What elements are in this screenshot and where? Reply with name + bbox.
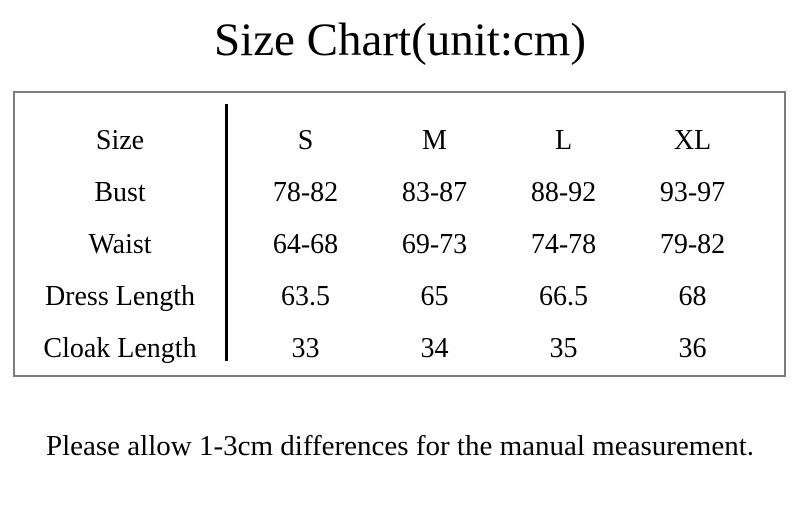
table-cell: 64-68 bbox=[272, 229, 339, 260]
table-rows: Size S M L XL Bust 78-82 83-87 88-92 93-… bbox=[15, 115, 784, 375]
table-cell: 68 bbox=[678, 281, 707, 312]
table-row-waist: Waist 64-68 69-73 74-78 79-82 bbox=[15, 219, 784, 271]
table-cell: 88-92 bbox=[530, 177, 597, 208]
table-cell: 74-78 bbox=[530, 229, 597, 260]
row-values: 33 34 35 36 bbox=[225, 323, 784, 375]
row-label: Cloak Length bbox=[43, 333, 197, 364]
row-label: Waist bbox=[88, 229, 152, 260]
table-cell: 63.5 bbox=[281, 281, 330, 312]
header-label-size: Size bbox=[95, 125, 145, 156]
table-cell: 83-87 bbox=[401, 177, 468, 208]
header-cell-s: S bbox=[297, 125, 314, 156]
table-row-bust: Bust 78-82 83-87 88-92 93-97 bbox=[15, 167, 784, 219]
header-cell-xl: XL bbox=[673, 125, 712, 156]
column-divider-line bbox=[225, 104, 228, 361]
table-cell: 93-97 bbox=[659, 177, 726, 208]
row-values: 63.5 65 66.5 68 bbox=[225, 271, 784, 323]
table-cell: 79-82 bbox=[659, 229, 726, 260]
table-cell: 69-73 bbox=[401, 229, 468, 260]
table-row-cloak-length: Cloak Length 33 34 35 36 bbox=[15, 323, 784, 375]
table-cell: 78-82 bbox=[272, 177, 339, 208]
table-cell: 35 bbox=[549, 333, 578, 364]
table-cell: 33 bbox=[291, 333, 320, 364]
measurement-disclaimer: Please allow 1-3cm differences for the m… bbox=[45, 430, 755, 462]
header-values: S M L XL bbox=[225, 115, 784, 167]
header-cell-l: L bbox=[554, 125, 573, 156]
table-header-row: Size S M L XL bbox=[15, 115, 784, 167]
page-title: Size Chart(unit:cm) bbox=[214, 14, 586, 66]
row-label: Bust bbox=[94, 177, 146, 208]
row-label: Dress Length bbox=[44, 281, 196, 312]
table-cell: 65 bbox=[420, 281, 449, 312]
row-values: 78-82 83-87 88-92 93-97 bbox=[225, 167, 784, 219]
table-row-dress-length: Dress Length 63.5 65 66.5 68 bbox=[15, 271, 784, 323]
header-cell-m: M bbox=[422, 125, 447, 156]
table-cell: 36 bbox=[678, 333, 707, 364]
size-chart-table: Size S M L XL Bust 78-82 83-87 88-92 93-… bbox=[13, 91, 786, 377]
row-values: 64-68 69-73 74-78 79-82 bbox=[225, 219, 784, 271]
table-cell: 34 bbox=[420, 333, 449, 364]
table-cell: 66.5 bbox=[539, 281, 588, 312]
